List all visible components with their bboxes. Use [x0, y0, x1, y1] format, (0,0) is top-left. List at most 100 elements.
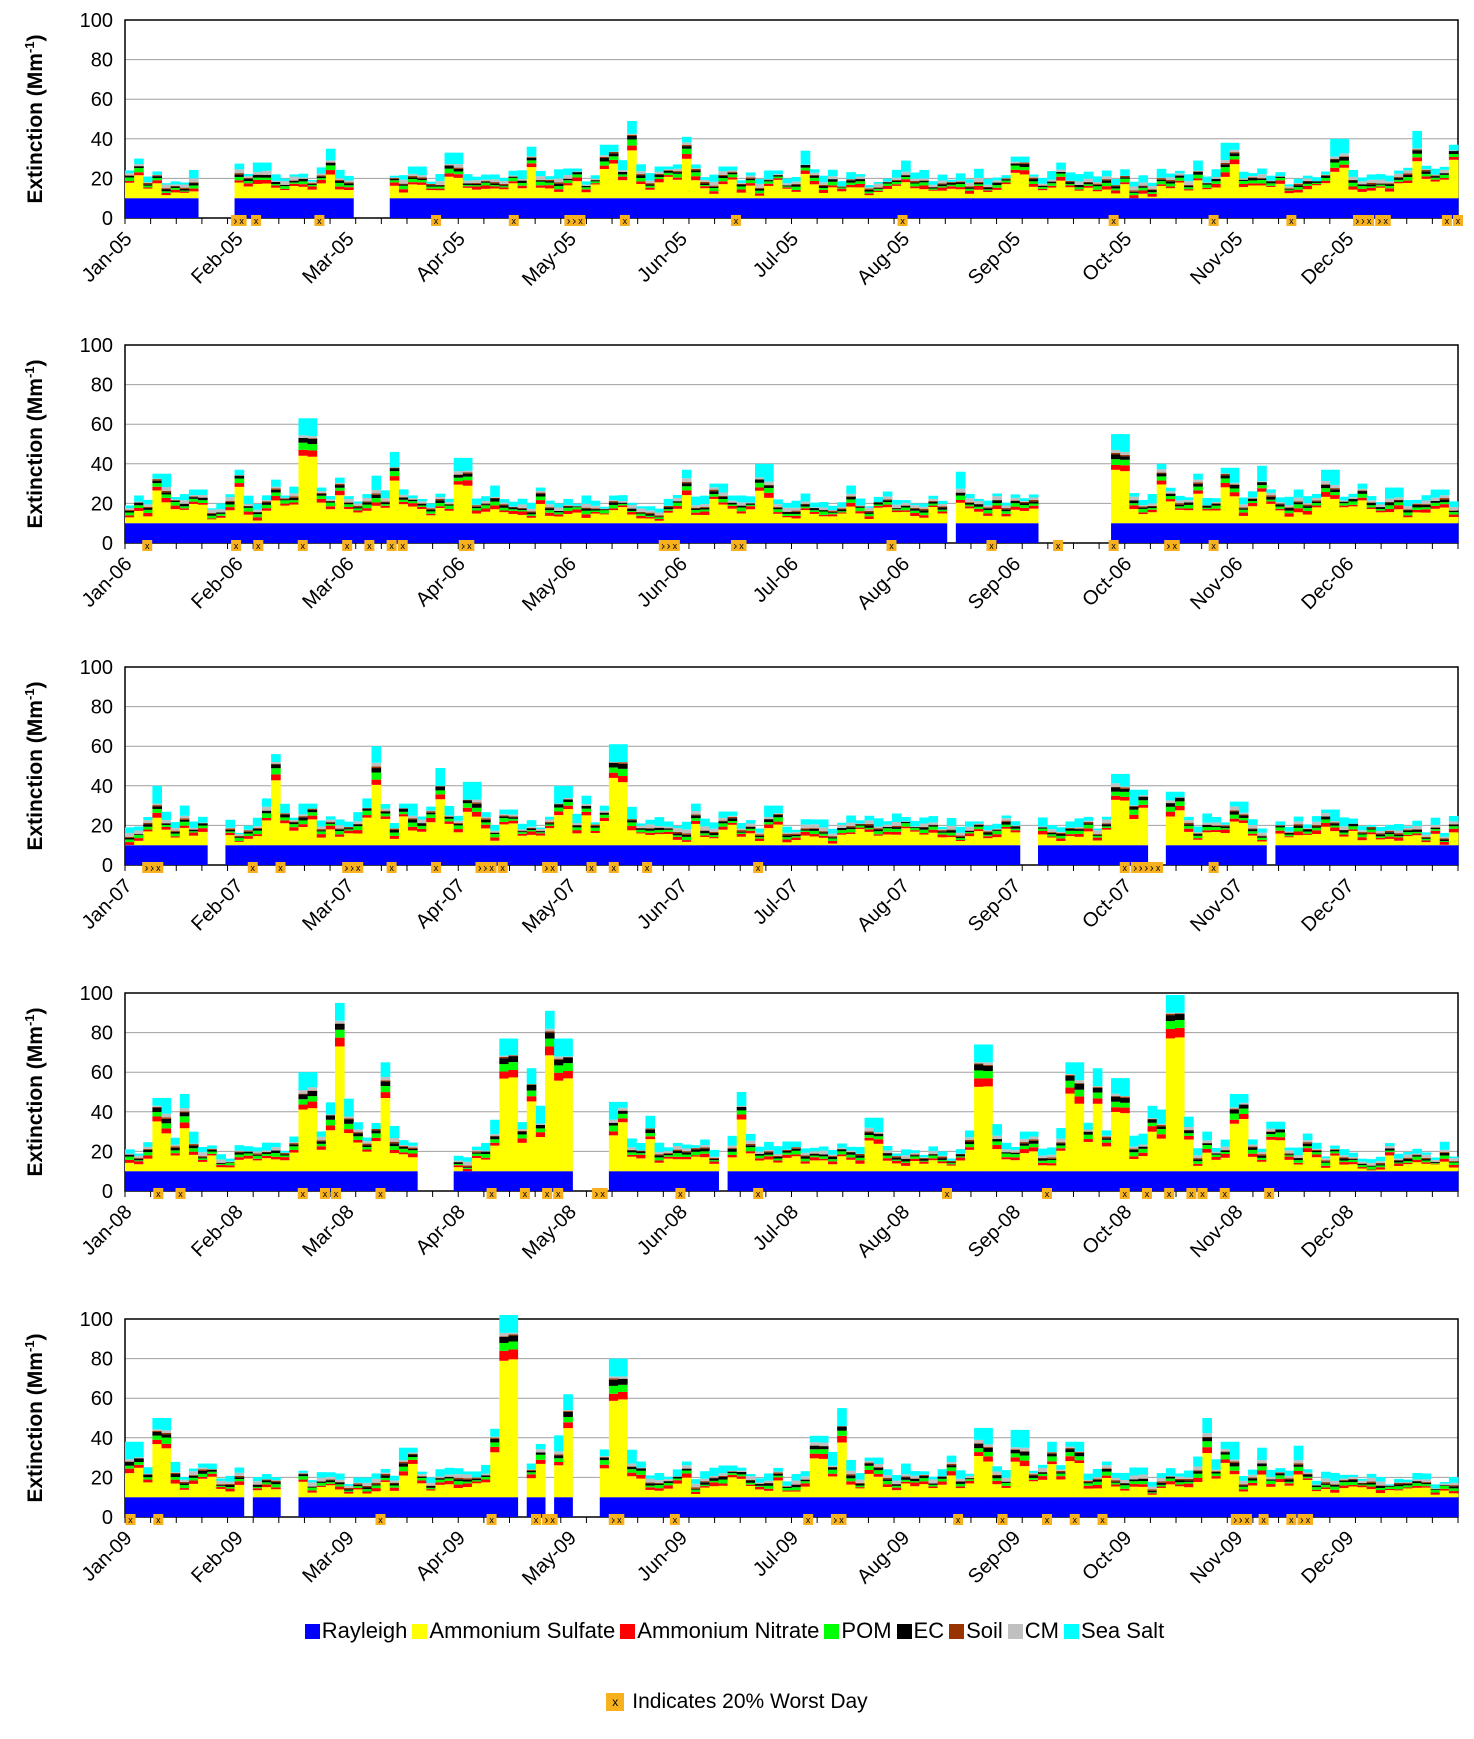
bar-segment-pom: [252, 830, 263, 835]
bar-segment-ammonium-nitrate: [544, 1046, 555, 1056]
bar-segment-ammonium-sulfate: [198, 831, 208, 846]
bar-segment-rayleigh: [608, 198, 619, 218]
bar-segment-ammonium-sulfate: [499, 1078, 509, 1172]
bar-segment-pom: [946, 184, 957, 187]
bar-segment-rayleigh: [334, 1171, 345, 1191]
bar-segment-ammonium-sulfate: [252, 183, 263, 199]
bar-segment-ammonium-nitrate: [1238, 820, 1249, 823]
bar-segment-cm: [261, 1150, 272, 1152]
worst-day-x: x: [389, 863, 394, 873]
bar-segment-ammonium-nitrate: [809, 511, 820, 514]
bar-segment-ammonium-sulfate: [745, 1153, 756, 1172]
bar-segment-ec: [344, 1119, 354, 1124]
bar-segment-pom: [325, 165, 336, 171]
bar-segment-soil: [508, 816, 519, 818]
bar-segment-rayleigh: [1174, 198, 1185, 218]
bar-segment-ammonium-sulfate: [800, 510, 811, 524]
worst-day-marker: [1208, 540, 1219, 551]
bar-segment-sea-salt: [563, 1038, 573, 1057]
bar-segment-rayleigh: [143, 1497, 153, 1517]
bar-segment-soil: [782, 833, 792, 836]
bar-segment-sea-salt: [471, 498, 482, 505]
bar-segment-ammonium-sulfate: [125, 1162, 135, 1172]
bar-segment-ec: [1275, 504, 1286, 507]
bar-segment-rayleigh: [344, 845, 354, 865]
bar-segment-ec: [709, 186, 719, 189]
bar-segment-ec: [1366, 502, 1377, 506]
bar-segment-ammonium-sulfate: [1184, 831, 1194, 846]
worst-day-marker: [1153, 862, 1164, 873]
worst-day-x: x: [500, 863, 505, 873]
bar-segment-rayleigh: [1129, 198, 1139, 218]
y-tick-label: 20: [91, 1141, 113, 1163]
bar-segment-pom: [1248, 501, 1258, 504]
bar-segment-ammonium-nitrate: [152, 1439, 163, 1445]
bar-segment-cm: [508, 506, 519, 508]
bar-segment-soil: [1092, 834, 1103, 835]
bar-segment-ammonium-sulfate: [152, 1121, 163, 1172]
bar-segment-ec: [535, 1124, 546, 1129]
bar-segment-cm: [362, 1141, 373, 1144]
bar-segment-ammonium-nitrate: [1238, 1113, 1249, 1119]
bar-segment-ec: [1111, 186, 1121, 189]
bar-segment-rayleigh: [134, 198, 144, 218]
bar-segment-ammonium-nitrate: [216, 1165, 226, 1168]
bar-segment-cm: [1056, 831, 1066, 833]
bar-segment-sea-salt: [837, 1143, 847, 1148]
bar-segment-soil: [517, 830, 528, 832]
bar-segment-cm: [188, 827, 199, 830]
bar-segment-soil: [408, 1147, 418, 1149]
bar-segment-ammonium-sulfate: [453, 1167, 464, 1172]
bar-segment-pom: [143, 826, 153, 830]
bar-segment-soil: [362, 501, 373, 503]
bar-segment-cm: [828, 176, 838, 180]
bar-segment-cm: [1120, 1095, 1130, 1097]
bar-segment-soil: [526, 157, 537, 158]
bar-segment-soil: [1412, 1154, 1422, 1156]
bar-segment-sea-salt: [837, 181, 847, 187]
bar-segment-ec: [1384, 184, 1395, 186]
bar-segment-ammonium-nitrate: [1184, 1135, 1194, 1140]
bar-segment-sea-salt: [937, 826, 948, 830]
bar-segment-sea-salt: [462, 174, 473, 181]
bar-segment-sea-salt: [773, 499, 783, 505]
bar-segment-cm: [910, 178, 920, 182]
bar-segment-pom: [681, 836, 692, 841]
bar-segment-soil: [791, 183, 802, 185]
bar-segment-ammonium-nitrate: [855, 183, 866, 188]
bar-segment-ammonium-sulfate: [919, 517, 929, 524]
bar-segment-pom: [1147, 1122, 1158, 1127]
bar-segment-pom: [809, 1155, 820, 1158]
bar-segment-sea-salt: [663, 1147, 674, 1152]
bar-segment-sea-salt: [535, 827, 546, 829]
bar-segment-soil: [207, 1148, 217, 1150]
bar-segment-rayleigh: [1111, 1171, 1121, 1191]
bar-segment-ammonium-nitrate: [198, 828, 208, 832]
bar-segment-cm: [526, 508, 537, 512]
bar-segment-ammonium-nitrate: [901, 179, 911, 183]
bar-segment-cm: [974, 823, 984, 825]
bar-segment-rayleigh: [946, 198, 957, 218]
bar-segment-ammonium-sulfate: [280, 505, 290, 524]
bar-segment-sea-salt: [1129, 789, 1139, 806]
bar-segment-pom: [261, 1153, 272, 1156]
bar-segment-ammonium-sulfate: [1412, 835, 1422, 846]
bar-segment-ec: [599, 157, 610, 162]
bar-segment-ammonium-sulfate: [1074, 836, 1085, 846]
bar-segment-ammonium-sulfate: [581, 192, 592, 199]
bar-segment-soil: [1019, 1142, 1030, 1144]
bar-segment-pom: [398, 1148, 409, 1153]
bar-segment-ammonium-nitrate: [837, 512, 847, 514]
bar-segment-ec: [974, 504, 984, 507]
bar-segment-ammonium-sulfate: [1284, 1159, 1295, 1172]
bar-segment-ammonium-nitrate: [179, 508, 190, 510]
bar-segment-cm: [818, 1150, 829, 1155]
bar-segment-rayleigh: [1421, 845, 1432, 865]
bar-segment-pom: [882, 183, 893, 186]
bar-segment-rayleigh: [590, 198, 601, 218]
bar-segment-pom: [1120, 178, 1130, 183]
bar-segment-sea-salt: [974, 498, 984, 502]
bar-segment-ec: [161, 1118, 172, 1124]
bar-segment-ammonium-nitrate: [910, 830, 920, 832]
bar-segment-ammonium-sulfate: [1193, 1165, 1203, 1172]
